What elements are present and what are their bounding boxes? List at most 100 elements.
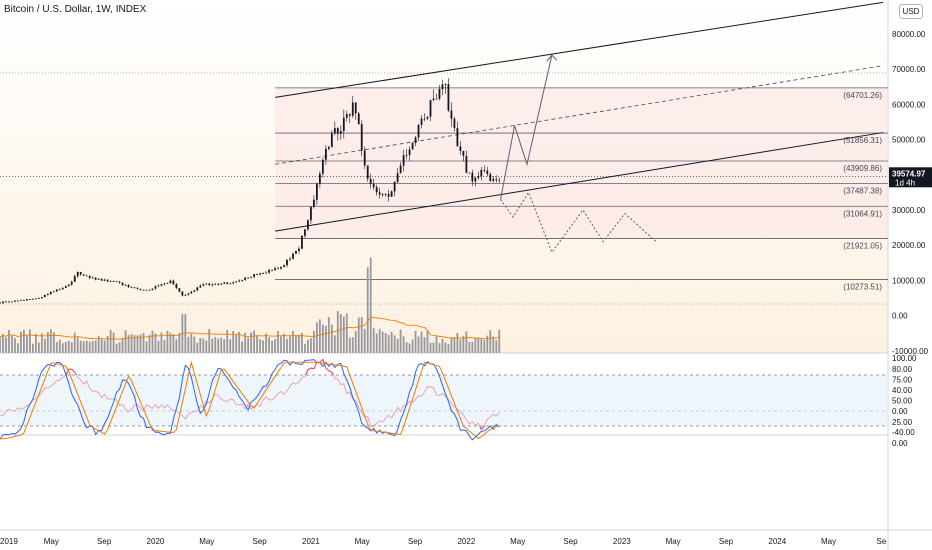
volume-bar [411,339,414,353]
candle-body [432,98,435,101]
candle-body [381,194,384,196]
volume-bar [375,333,378,353]
candle-body [420,118,423,125]
candle-body [118,281,121,283]
candle-body [498,179,501,181]
candle-body [342,117,345,132]
stoch-d-line [0,360,500,440]
candle-body [247,277,250,279]
candle-body [474,177,477,182]
candle-body [315,183,318,200]
volume-bar [286,338,288,353]
candle-body [181,291,184,296]
volume-bar [49,329,52,353]
volume-bar [229,339,232,353]
candle-body [339,131,342,134]
volume-bar [390,331,393,353]
volume-bar [405,342,408,353]
candle-body [435,98,438,100]
candle-body [253,274,256,277]
candle-body [327,147,330,149]
candle-body [88,275,91,278]
volume-bar [342,316,345,353]
volume-bar [79,340,82,353]
candle-body [169,280,172,283]
volume-ma-line [0,316,500,340]
volume-bar [459,339,462,353]
candle-body [199,285,202,288]
volume-bar [28,329,31,353]
candle-body [139,289,142,290]
volume-bar [34,334,37,353]
bar-countdown: 1d 4h [895,178,915,187]
candle-body [292,253,294,259]
volume-bar [253,330,256,353]
time-axis-tick: Sep [252,537,267,546]
candle-body [5,301,7,303]
candle-body [304,229,306,236]
volume-bar [465,331,468,353]
volume-bar [283,333,285,353]
volume-bar [14,338,16,353]
candle-body [310,206,312,221]
currency-button[interactable]: USD [899,4,923,19]
candle-body [384,193,387,195]
volume-bar [402,336,405,353]
volume-bar [468,341,471,353]
volume-bar [172,334,175,353]
volume-bar [498,329,501,353]
volume-bar [423,337,426,353]
volume-bar [444,342,447,353]
volume-bar [435,336,438,353]
volume-bar [211,338,214,353]
candle-body [115,281,118,283]
candle-body [459,146,462,151]
candle-body [393,181,396,192]
candle-body [211,284,214,286]
candle-body [11,301,13,303]
candle-body [85,275,88,277]
volume-bar [310,338,312,353]
candle-body [133,287,136,289]
volume-bar [315,322,318,353]
volume-bar [193,336,196,353]
candle-body [94,277,97,280]
volume-bar [408,343,411,353]
candle-body [205,283,208,285]
volume-bar [73,332,76,353]
volume-bar [357,317,360,353]
time-axis-tick: Sep [408,537,423,546]
volume-bar [289,336,291,353]
candle-body [112,281,115,282]
candle-body [184,294,187,296]
volume-bar [298,334,300,353]
candle-body [274,268,276,271]
volume-bar [2,334,4,353]
candle-body [64,286,67,289]
candle-body [40,297,43,299]
price-axis-tick: 70000.00 [892,65,926,74]
candle-body [226,282,229,284]
candle-body [298,248,300,252]
candle-body [366,165,369,179]
volume-bar [271,340,273,353]
candle-body [411,142,414,150]
time-axis-tick: Sep [719,537,734,546]
price-axis-tick: 50000.00 [892,136,926,145]
volume-bar [327,317,330,353]
candle-body [28,299,31,300]
volume-bar [381,331,384,353]
time-axis-tick: 2022 [457,537,475,546]
volume-bar [55,342,58,353]
candle-body [468,172,471,174]
candle-body [348,114,351,116]
candle-body [130,287,133,288]
volume-bar [336,310,339,353]
volume-bar [450,337,453,353]
candle-body [70,281,73,285]
candle-body [465,155,468,173]
volume-bar [205,340,208,353]
volume-bar [175,339,178,353]
candle-body [333,128,336,134]
